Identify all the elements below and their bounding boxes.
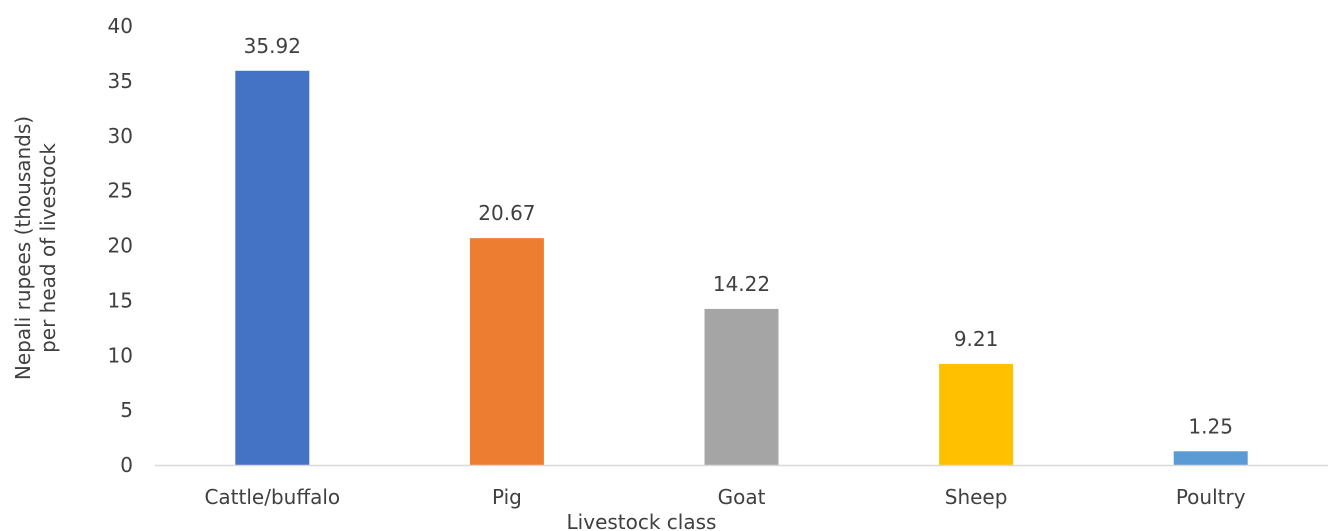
- y-axis-ticks: 0 5 10 15 20 25 30 35 40: [108, 14, 133, 477]
- data-label: 9.21: [954, 327, 999, 351]
- data-labels: 35.92 20.67 14.22 9.21 1.25: [244, 34, 1233, 439]
- y-tick-label: 5: [120, 398, 133, 422]
- y-tick-label: 25: [108, 179, 133, 203]
- y-tick-label: 40: [108, 14, 133, 38]
- x-axis-title: Livestock class: [567, 510, 717, 531]
- x-tick-label: Pig: [492, 485, 522, 509]
- y-axis-title-line: Nepali rupees (thousands): [11, 116, 35, 380]
- bar-pig: [469, 238, 544, 465]
- data-label: 20.67: [478, 201, 535, 225]
- data-label: 1.25: [1188, 414, 1233, 438]
- data-label: 14.22: [713, 272, 770, 296]
- data-label: 35.92: [244, 34, 301, 58]
- bar-poultry: [1173, 451, 1248, 465]
- x-tick-label: Goat: [718, 485, 766, 509]
- y-tick-label: 35: [108, 69, 133, 93]
- x-axis-ticks: Cattle/buffalo Pig Goat Sheep Poultry: [204, 485, 1245, 509]
- x-tick-label: Cattle/buffalo: [204, 485, 340, 509]
- y-tick-label: 30: [108, 124, 133, 148]
- y-tick-label: 0: [120, 453, 133, 477]
- x-tick-label: Poultry: [1176, 485, 1246, 509]
- bar-sheep: [939, 363, 1014, 465]
- bar-goat: [704, 308, 779, 465]
- y-axis-title: Nepali rupees (thousands)per head of liv…: [11, 116, 60, 380]
- y-tick-label: 15: [108, 288, 133, 312]
- bars: [235, 70, 1248, 465]
- bar-cattle-buffalo: [235, 70, 310, 465]
- y-tick-label: 20: [108, 234, 133, 258]
- y-tick-label: 10: [108, 343, 133, 367]
- x-tick-label: Sheep: [945, 485, 1008, 509]
- y-axis-title-line: per head of livestock: [36, 143, 60, 353]
